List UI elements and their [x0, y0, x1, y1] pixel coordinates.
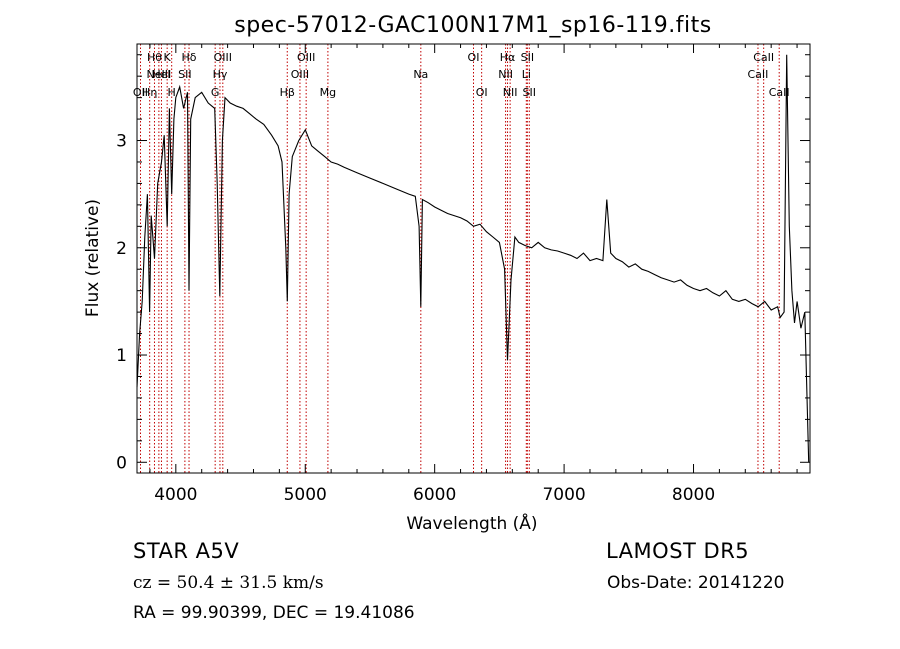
line-marker-label: NII — [498, 68, 513, 81]
line-marker-label: OIII — [214, 51, 232, 64]
line-marker-label: Hα — [500, 51, 516, 64]
line-marker-label: Hδ — [182, 51, 197, 64]
line-marker-label: OIII — [291, 68, 309, 81]
emission-line-markers — [139, 44, 780, 473]
line-marker-label: Hη — [142, 86, 157, 99]
line-marker-label: SII — [521, 51, 534, 64]
y-axis-ticks: 0 1 2 3 — [116, 54, 810, 473]
line-marker-label: Hγ — [213, 68, 228, 81]
line-marker-label: OIII — [297, 51, 315, 64]
line-marker-label: OI — [476, 86, 488, 99]
line-marker-label: OI — [468, 51, 480, 64]
survey-label: LAMOST DR5 — [606, 539, 750, 563]
line-marker-label: K — [164, 51, 172, 64]
y-tick-label: 0 — [116, 453, 127, 473]
plot-frame — [136, 43, 811, 474]
redshift-label: cz = 50.4 ± 31.5 km/s — [133, 573, 324, 593]
line-marker-label: Hβ — [280, 86, 295, 99]
line-marker-label: CaII — [748, 68, 769, 81]
line-marker-label: CaII — [753, 51, 774, 64]
spectrum-line — [136, 54, 810, 463]
x-axis-label: Wavelength (Å) — [406, 512, 537, 534]
x-tick-label: 8000 — [672, 485, 715, 505]
x-tick-label: 6000 — [413, 485, 456, 505]
x-tick-label: 5000 — [284, 485, 327, 505]
line-marker-label: H — [168, 86, 176, 99]
line-marker-label: Li — [522, 68, 531, 81]
line-marker-label: HeI — [152, 68, 170, 81]
x-axis-ticks: 4000 5000 6000 7000 8000 — [149, 44, 798, 505]
obs-date-label: Obs-Date: 20141220 — [607, 573, 785, 593]
line-marker-label: SII — [178, 68, 191, 81]
y-tick-label: 3 — [116, 132, 127, 152]
line-marker-label: NII — [503, 86, 518, 99]
line-marker-label: G — [211, 86, 220, 99]
ra-dec-label: RA = 99.90399, DEC = 19.41086 — [133, 603, 415, 623]
star-class-label: STAR A5V — [133, 539, 240, 563]
line-marker-label: Hθ — [147, 51, 162, 64]
line-marker-label: SII — [523, 86, 536, 99]
chart-title: spec-57012-GAC100N17M1_sp16-119.fits — [234, 13, 712, 38]
y-tick-label: 1 — [116, 346, 127, 366]
y-tick-label: 2 — [116, 239, 127, 259]
y-axis-label: Flux (relative) — [83, 199, 103, 317]
line-marker-label: Mg — [320, 86, 336, 99]
line-marker-label: Na — [413, 68, 428, 81]
x-tick-label: 4000 — [154, 485, 197, 505]
line-marker-label: NeIII — [147, 68, 172, 81]
emission-line-labels: OIIHηHθNeIIIHeIKHSIIHδGHγOIIIHβOIIIOIIIM… — [133, 51, 790, 99]
x-tick-label: 7000 — [542, 485, 585, 505]
line-marker-label: CaII — [769, 86, 790, 99]
